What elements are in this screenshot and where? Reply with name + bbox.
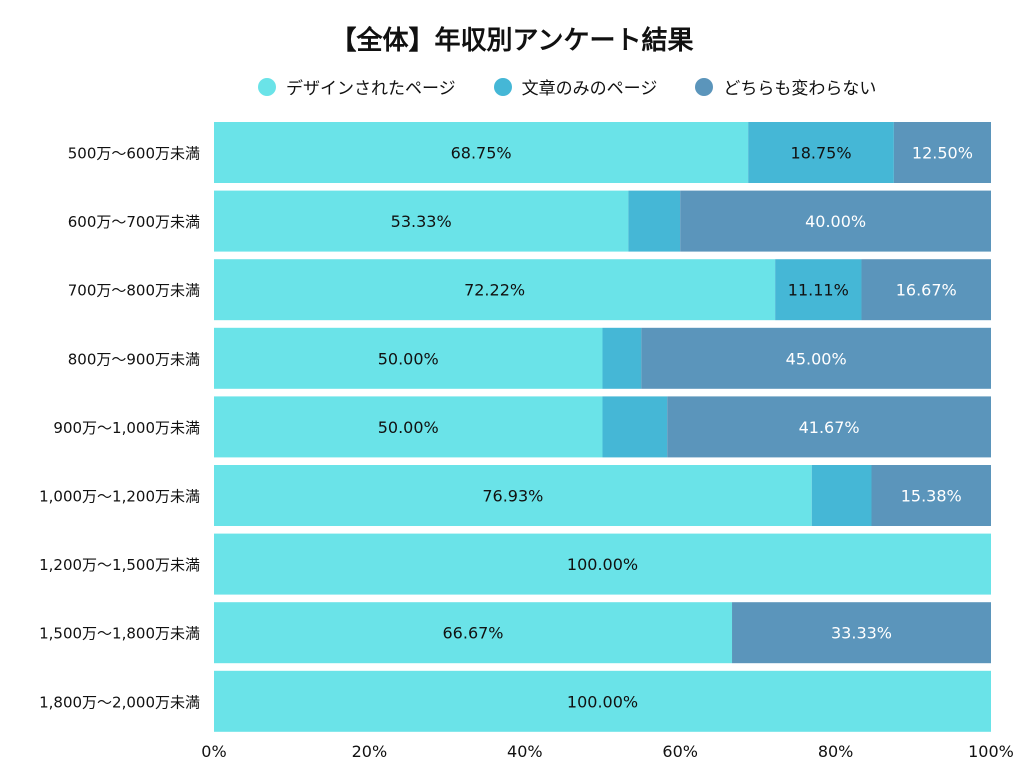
data-label: 16.67% — [896, 281, 957, 300]
data-label: 45.00% — [786, 349, 847, 368]
x-tick-label: 20% — [352, 742, 388, 761]
data-label: 72.22% — [464, 281, 525, 300]
bar-segment — [214, 533, 991, 595]
data-label: 12.50% — [912, 144, 973, 163]
bar-segment — [680, 190, 991, 252]
category-label: 600万〜700万未満 — [68, 213, 200, 231]
bar-segment — [641, 327, 991, 389]
bar-segment — [214, 122, 749, 183]
x-tick-label: 100% — [968, 742, 1014, 761]
data-label: 50.00% — [378, 349, 439, 368]
data-label: 100.00% — [567, 555, 638, 574]
data-label: 15.38% — [901, 487, 962, 506]
data-label: 11.11% — [788, 281, 849, 300]
bar-segment — [628, 190, 681, 252]
bar-segment — [871, 465, 991, 526]
legend-label: どちらも変わらない — [723, 79, 877, 99]
category-label: 800万〜900万未満 — [68, 350, 200, 368]
bar-segment — [214, 190, 629, 252]
legend-item: どちらも変わらない — [695, 74, 876, 99]
data-label: 33.33% — [831, 624, 892, 643]
data-label: 100.00% — [567, 692, 638, 711]
bar-segment — [811, 465, 872, 526]
data-label: 41.67% — [799, 418, 860, 437]
bar-segment — [748, 122, 894, 183]
bar-segment — [214, 602, 733, 664]
bar-segment — [775, 259, 862, 321]
category-label: 1,200万〜1,500万未満 — [39, 556, 200, 574]
bar-segment — [667, 396, 991, 458]
bar-segment — [732, 602, 991, 664]
x-tick-label: 0% — [201, 742, 226, 761]
x-tick-label: 40% — [507, 742, 543, 761]
chart-title: 【全体】年収別アンケート結果 — [330, 26, 694, 56]
bar-segment — [602, 327, 642, 389]
data-label: 66.67% — [443, 624, 504, 643]
bar-segment — [214, 396, 603, 458]
legend: デザインされたページ 文章のみのページ どちらも変わらない — [258, 74, 876, 99]
legend-swatch — [493, 77, 512, 96]
data-label: 53.33% — [391, 212, 452, 231]
bar-segment — [214, 465, 812, 526]
category-label: 700万〜800万未満 — [68, 282, 200, 300]
category-label: 1,500万〜1,800万未満 — [39, 625, 200, 643]
bar-segment — [861, 259, 991, 321]
legend-item: 文章のみのページ — [493, 74, 658, 99]
legend-item: デザインされたページ — [258, 74, 456, 99]
bar-segment — [893, 122, 991, 183]
category-label: 1,800万〜2,000万未満 — [39, 693, 200, 711]
bar-segment — [214, 327, 603, 389]
bar-segment — [602, 396, 668, 458]
legend-label: デザインされたページ — [286, 79, 456, 99]
category-label: 500万〜600万未満 — [68, 145, 200, 163]
data-label: 76.93% — [482, 487, 543, 506]
bar-segment — [214, 670, 991, 732]
category-label: 1,000万〜1,200万未満 — [39, 488, 200, 506]
data-label: 40.00% — [805, 212, 866, 231]
category-label: 900万〜1,000万未満 — [53, 419, 200, 437]
data-label: 50.00% — [378, 418, 439, 437]
data-label: 68.75% — [451, 144, 512, 163]
legend-swatch — [258, 77, 276, 96]
legend-label: 文章のみのページ — [521, 79, 658, 99]
bar-segment — [214, 259, 776, 321]
x-tick-label: 60% — [662, 742, 698, 761]
legend-swatch — [695, 77, 714, 96]
data-label: 18.75% — [791, 144, 852, 163]
x-tick-label: 80% — [818, 742, 854, 761]
